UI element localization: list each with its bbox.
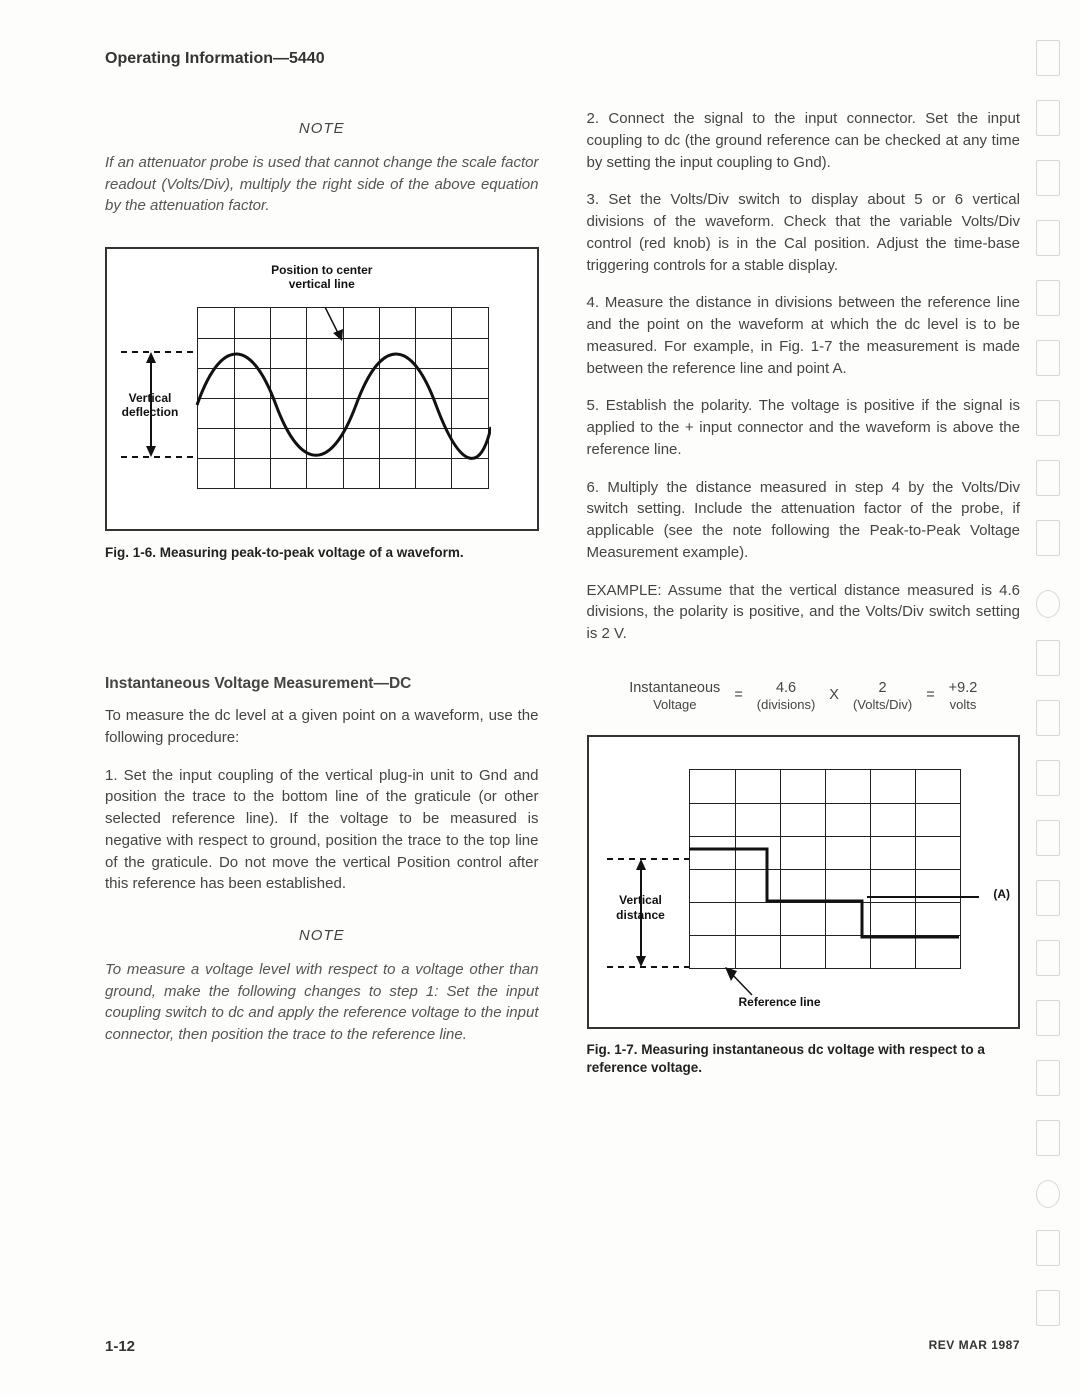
intro-paragraph: To measure the dc level at a given point… (105, 705, 539, 749)
note-body-2: To measure a voltage level with respect … (105, 959, 539, 1046)
section-title: Instantaneous Voltage Measurement—DC (105, 673, 539, 695)
fig17-caption: Fig. 1-7. Measuring instantaneous dc vol… (587, 1041, 1021, 1077)
step-1: 1. Set the input coupling of the vertica… (105, 765, 539, 896)
step-2: 2. Connect the signal to the input conne… (587, 108, 1021, 173)
figure-1-6: Position to centervertical line Vertical… (105, 247, 539, 531)
page-header: Operating Information—5440 (105, 50, 1020, 68)
step-6: 6. Multiply the distance measured in ste… (587, 477, 1021, 564)
example-paragraph: EXAMPLE: Assume that the vertical distan… (587, 580, 1021, 645)
step-3: 3. Set the Volts/Div switch to display a… (587, 189, 1021, 276)
page-footer: 1-12 REV MAR 1987 (105, 1338, 1020, 1355)
revision-date: REV MAR 1987 (929, 1338, 1020, 1355)
fig16-caption: Fig. 1-6. Measuring peak-to-peak voltage… (105, 543, 539, 563)
figure-1-7: Verticaldistance (A) Reference line (587, 735, 1021, 1029)
equation: InstantaneousVoltage = 4.6(divisions) X … (587, 679, 1021, 713)
left-column: NOTE If an attenuator probe is used that… (105, 108, 539, 1078)
note-heading-2: NOTE (105, 925, 539, 947)
fig16-top-label: Position to centervertical line (107, 263, 537, 292)
page-number: 1-12 (105, 1338, 135, 1355)
step-5: 5. Establish the polarity. The voltage i… (587, 395, 1021, 460)
note-body: If an attenuator probe is used that cann… (105, 152, 539, 217)
step-4: 4. Measure the distance in divisions bet… (587, 292, 1021, 379)
right-column: 2. Connect the signal to the input conne… (587, 108, 1021, 1078)
fig17-point-a: (A) (993, 887, 1010, 901)
note-heading: NOTE (105, 118, 539, 140)
